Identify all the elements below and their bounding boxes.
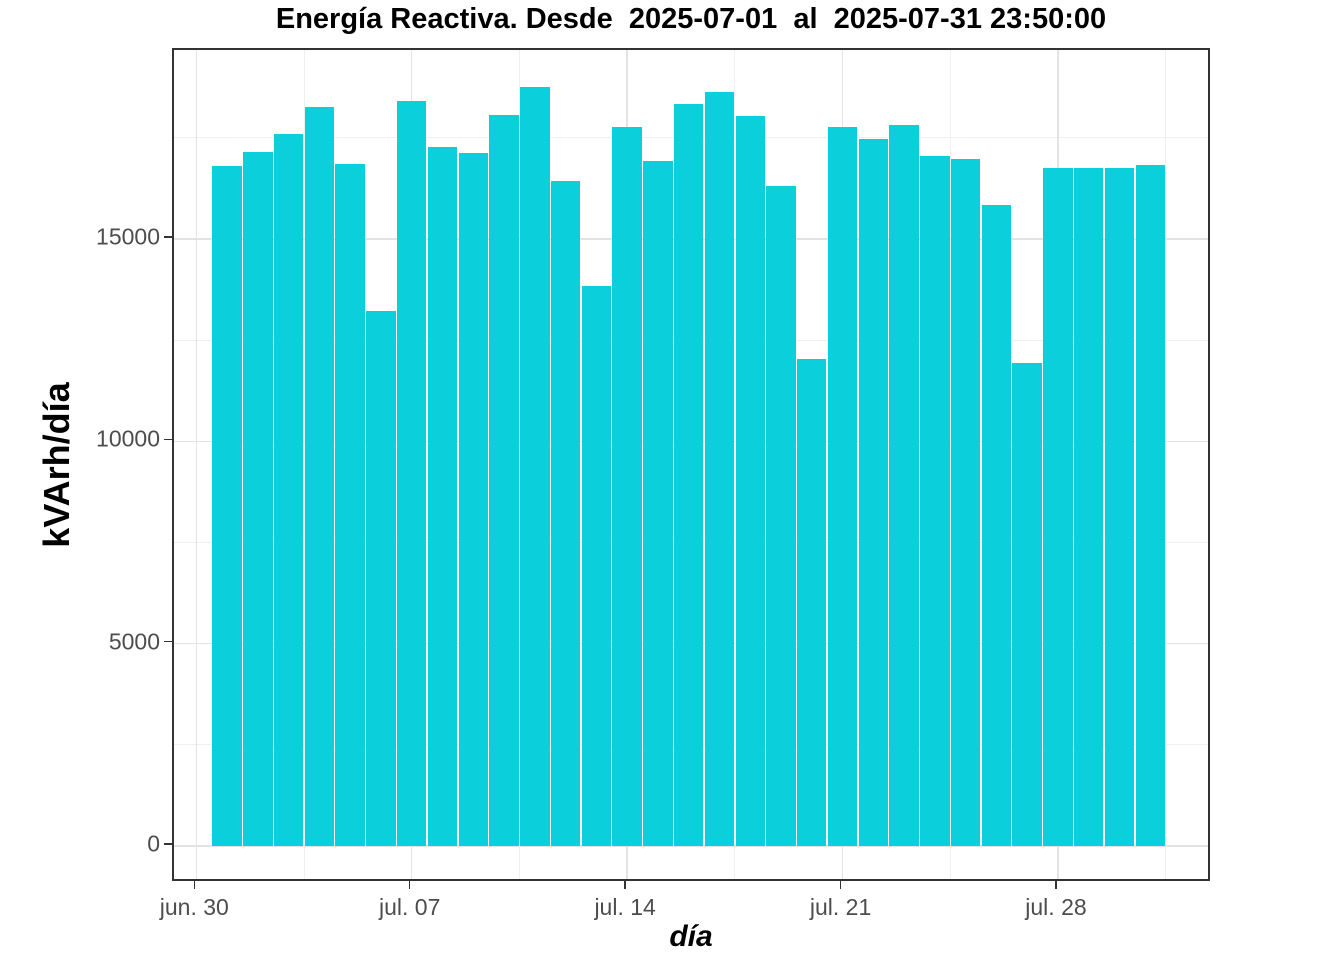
- bar-2025-07-17: [704, 92, 735, 846]
- bar-2025-07-03: [273, 134, 304, 846]
- x-tick-label: jun. 30: [159, 894, 229, 920]
- x-minor-gridline: [518, 50, 520, 879]
- bar-2025-07-15: [643, 160, 673, 846]
- bar-2025-07-19: [766, 185, 796, 846]
- y-tick-mark: [164, 236, 172, 238]
- y-tick-label: 0: [147, 830, 160, 857]
- bar-2025-07-08: [427, 147, 458, 846]
- x-tick-label: jul. 14: [594, 894, 656, 920]
- bar-2025-07-13: [581, 285, 612, 846]
- x-minor-gridline: [303, 50, 305, 879]
- bar-2025-07-23: [889, 125, 919, 846]
- y-tick-label: 10000: [96, 425, 160, 452]
- x-tick-mark: [408, 881, 411, 889]
- x-tick-label: jul. 07: [379, 894, 441, 920]
- bar-2025-07-11: [520, 86, 550, 846]
- y-tick-mark: [164, 438, 172, 441]
- bar-2025-07-31: [1135, 164, 1165, 846]
- x-tick-mark: [1055, 881, 1057, 889]
- bar-2025-07-16: [673, 103, 704, 846]
- bar-2025-07-27: [1012, 363, 1042, 846]
- bar-2025-07-02: [243, 151, 273, 846]
- plot-panel: [172, 48, 1210, 881]
- bar-2025-07-05: [335, 164, 365, 846]
- chart-title: Energía Reactiva. Desde 2025-07-01 al 20…: [275, 3, 1107, 35]
- bar-2025-07-10: [489, 114, 519, 846]
- bar-2025-07-30: [1104, 168, 1135, 846]
- bar-2025-07-04: [304, 107, 335, 846]
- x-tick-label: jul. 21: [809, 894, 872, 920]
- y-major-gridline: [174, 845, 1208, 847]
- bar-2025-07-07: [397, 101, 427, 846]
- y-tick-mark: [164, 640, 172, 643]
- y-axis-title: kVArh/día: [36, 382, 77, 548]
- x-minor-gridline: [1165, 50, 1167, 879]
- x-tick-mark: [624, 881, 626, 889]
- bar-2025-07-01: [212, 166, 242, 846]
- x-minor-gridline: [949, 50, 951, 879]
- y-tick-label: 5000: [108, 628, 160, 655]
- x-tick-label: jul. 28: [1025, 894, 1087, 920]
- bar-2025-07-12: [550, 181, 581, 846]
- bar-2025-07-18: [735, 115, 765, 846]
- x-tick-mark: [193, 881, 196, 889]
- x-tick-mark: [839, 881, 842, 889]
- bar-2025-07-14: [612, 126, 642, 846]
- y-tick-mark: [164, 843, 172, 845]
- bar-2025-07-06: [366, 311, 396, 846]
- bar-2025-07-24: [920, 156, 950, 846]
- bar-2025-07-22: [858, 139, 889, 846]
- bar-2025-07-29: [1074, 168, 1104, 846]
- x-minor-gridline: [734, 50, 736, 879]
- bar-2025-07-28: [1043, 168, 1073, 846]
- bar-2025-07-20: [797, 358, 827, 846]
- bar-2025-07-09: [458, 152, 488, 846]
- bar-2025-07-25: [950, 158, 981, 846]
- bar-2025-07-21: [827, 126, 858, 846]
- x-axis-title: día: [669, 920, 713, 953]
- x-major-gridline: [195, 50, 198, 879]
- bar-2025-07-26: [981, 205, 1012, 846]
- y-tick-label: 15000: [96, 223, 160, 250]
